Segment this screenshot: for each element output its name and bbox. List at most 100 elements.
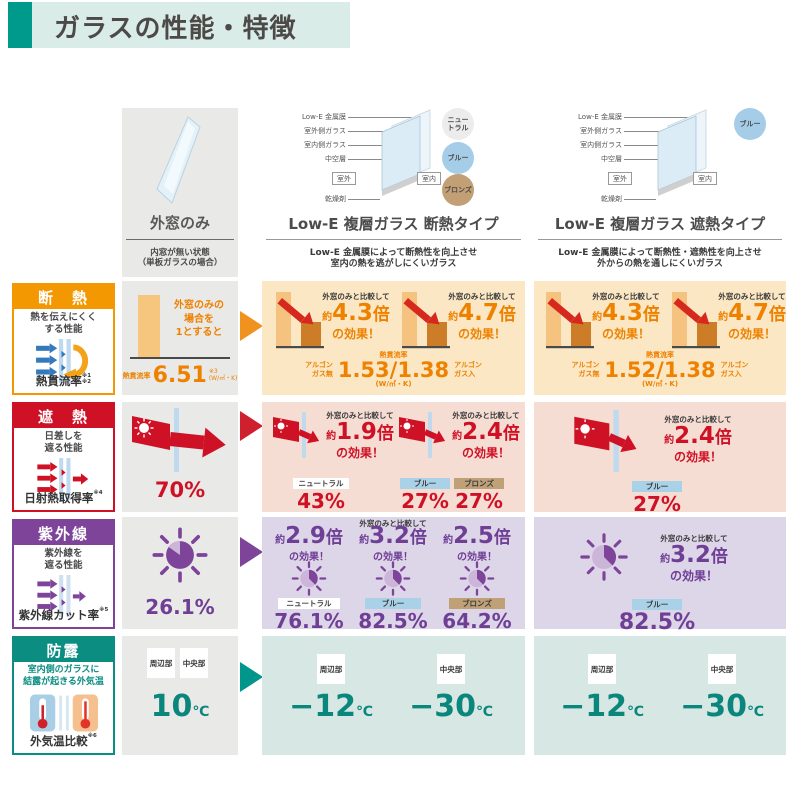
shading-value-blue: 27% <box>633 492 681 516</box>
badge-blue: ブルー <box>400 478 450 489</box>
cell-condensation-type-dannetsu: 周辺部 −12℃ 中央部 −30℃ <box>262 636 525 755</box>
badge-neutral: ニュートラル <box>293 478 349 489</box>
double-glass-icon <box>381 109 431 196</box>
effect-times: 約1.9倍 <box>326 419 394 445</box>
compare-label: 外窓のみと比較して <box>664 415 732 424</box>
title-banner <box>32 2 350 48</box>
row-label-uv: 紫外線 紫外線を 遮る性能 紫外線カット率 ※5 <box>12 519 115 629</box>
uv-sun-icon <box>580 533 628 581</box>
compare-label: 外窓のみと比較して <box>718 292 786 301</box>
diagram-label-membrane: Low-E 金属膜 <box>302 113 346 121</box>
leader-line <box>624 159 664 160</box>
effect-suffix: の効果！ <box>457 552 497 563</box>
chip-label: ニュートラル <box>447 115 469 132</box>
diagram-label-air-layer: 中空層 <box>325 155 346 163</box>
cell-shading-baseline: 70% <box>122 402 238 512</box>
diagram-label-inner-glass: 室内側ガラス <box>304 141 346 149</box>
badge-bronze: ブロンズ <box>449 598 505 609</box>
uvalue-note-unit: ※3 (W/㎡・K) <box>208 368 238 382</box>
uvalue-compare: アルゴン ガス無 熱貫流率 1.52/1.38 (W/㎡・K) アルゴン ガス入 <box>534 351 786 388</box>
row-label-shading-band: 遮 熱 <box>14 404 113 428</box>
compare-label: 外窓のみと比較して <box>660 534 728 543</box>
page-title: ガラスの性能・特徴 <box>54 14 297 44</box>
row-label-condensation: 防露 室内側のガラスに 結露が起きる外気温 外気温比較 ※6 <box>12 636 115 755</box>
leader-line <box>348 145 396 146</box>
insulation-header-divider <box>266 239 521 240</box>
cell-shading-type-shanetsu: 外窓のみと比較して 約2.4倍 の効果！ ブルー 27% <box>534 402 786 516</box>
compare-label: 外窓のみと比較して <box>326 411 394 420</box>
effect-block: 外窓のみと比較して 約2.4倍 の効果！ <box>648 414 748 465</box>
row-label-condensation-desc: 室内側のガラスに 結露が起きる外気温 <box>23 665 104 687</box>
effect-block: 外窓のみと比較して 約4.7倍 の効果！ <box>448 291 516 342</box>
uv-group-blue: 外窓のみと比較して 約3.2倍 の効果！ ブルー 82.5% <box>352 517 434 631</box>
uvalue-label: 熱貫流率 <box>379 351 408 359</box>
effect-times: 約2.9倍 <box>275 523 343 549</box>
title-accent-square <box>8 2 32 48</box>
double-glass-icon <box>657 109 707 196</box>
shield-column-diagram: Low-E 金属膜 室外側ガラス 室内側ガラス 中空層 乾燥剤 室外 室内 ブル… <box>534 104 786 214</box>
insulation-icon <box>35 338 88 383</box>
leader-line <box>348 117 414 118</box>
cell-uv-type-dannetsu: 約2.9倍 の効果！ ニュートラル 76.1% 外窓のみと比較して 約3.2倍 … <box>262 517 525 632</box>
baseline-column-note2: （単板ガラスの場合） <box>137 258 223 268</box>
argon-with-label: アルゴン ガス入 <box>454 361 482 379</box>
center-temp: −30℃ <box>680 689 764 724</box>
uv-group-bronze: 約2.5倍 の効果！ ブロンズ 64.2% <box>436 517 518 632</box>
uvalue-label: 熱貫流率 <box>122 372 151 380</box>
leader-line <box>624 131 660 132</box>
metric-notes: ※6 <box>87 733 97 739</box>
badge-blue: ブルー <box>365 598 421 609</box>
uvalue-label: 熱貫流率 <box>645 351 674 359</box>
uvalue-mid: 熱貫流率 1.52/1.38 (W/㎡・K) <box>604 351 715 388</box>
insulation-column-diagram: Low-E 金属膜 室外側ガラス 室内側ガラス 中空層 乾燥剤 室外 室内 ニュ… <box>262 104 525 214</box>
edge-temp: −12℃ <box>289 689 373 724</box>
diagram-label-desiccant: 乾燥剤 <box>601 195 622 203</box>
metric-notes: ※1 ※2 <box>81 373 92 386</box>
uv-sun-icon <box>459 561 495 596</box>
baseline-shading-value: 70% <box>154 478 206 502</box>
effect-times: 約3.2倍 <box>660 542 728 568</box>
uvalue-compare: アルゴン ガス無 熱貫流率 1.53/1.38 (W/㎡・K) アルゴン ガス入 <box>262 351 525 388</box>
edge-temp: −12℃ <box>560 689 644 724</box>
badge-neutral: ニュートラル <box>278 598 340 609</box>
chip-label: ブルー <box>739 119 761 128</box>
shield-column-desc2: 外からの熱を通しにくいガラス <box>597 259 723 269</box>
color-chip-bronze: ブロンズ <box>442 174 474 206</box>
effect-suffix: の効果！ <box>289 552 329 563</box>
effect-suffix: の効果！ <box>601 327 650 341</box>
effect-times: 約4.3倍 <box>322 300 390 326</box>
sun-flag-icon <box>273 412 320 458</box>
shading-value-blue: 27% <box>401 489 449 513</box>
effect-times: 約4.7倍 <box>718 300 786 326</box>
effect-suffix: の効果！ <box>727 327 776 341</box>
chip-label: ブロンズ <box>444 185 472 194</box>
diagram-label-inner-glass: 室内側ガラス <box>580 141 622 149</box>
uv-sun-icon <box>375 561 411 596</box>
row-metric-insulation: 熱貫流率 ※1 ※2 <box>14 373 113 389</box>
baseline-uv-value: 26.1% <box>145 595 215 619</box>
baseline-bar <box>138 295 160 357</box>
baseline-axis <box>130 357 230 359</box>
row-metric-uv: 紫外線カット率 ※5 <box>14 607 113 623</box>
center-badge: 中央部 <box>437 654 465 684</box>
row-label-uv-band: 紫外線 <box>14 521 113 545</box>
row-label-insulation-desc: 熱を伝えにくく する性能 <box>30 312 97 336</box>
uvalue-number: 6.51 <box>152 363 207 388</box>
effect-times: 約3.2倍 <box>359 523 427 549</box>
edge-badge: 周辺部 <box>588 654 616 684</box>
leader-line <box>624 145 672 146</box>
compare-label: 外窓のみと比較して <box>452 411 520 420</box>
shading-icon <box>36 457 88 500</box>
baseline-header-divider <box>126 239 234 240</box>
sun-flag-icon <box>399 412 446 458</box>
diagram-label-outside: 室外 <box>332 172 356 185</box>
bar-compare-icon <box>402 292 450 349</box>
effect-suffix: の効果！ <box>673 450 722 464</box>
baseline-caption: 外窓のみの 場合を 1とすると <box>174 300 224 338</box>
edge-badge: 周辺部 <box>317 654 345 684</box>
baseline-column-title: 外窓のみ <box>149 214 210 232</box>
uv-sun-icon <box>152 527 208 583</box>
uvalue-unit: (W/㎡・K) <box>641 379 679 388</box>
diagram-label-outer-glass: 室外側ガラス <box>580 127 622 135</box>
metric-text: 外気温比較 <box>30 734 88 748</box>
